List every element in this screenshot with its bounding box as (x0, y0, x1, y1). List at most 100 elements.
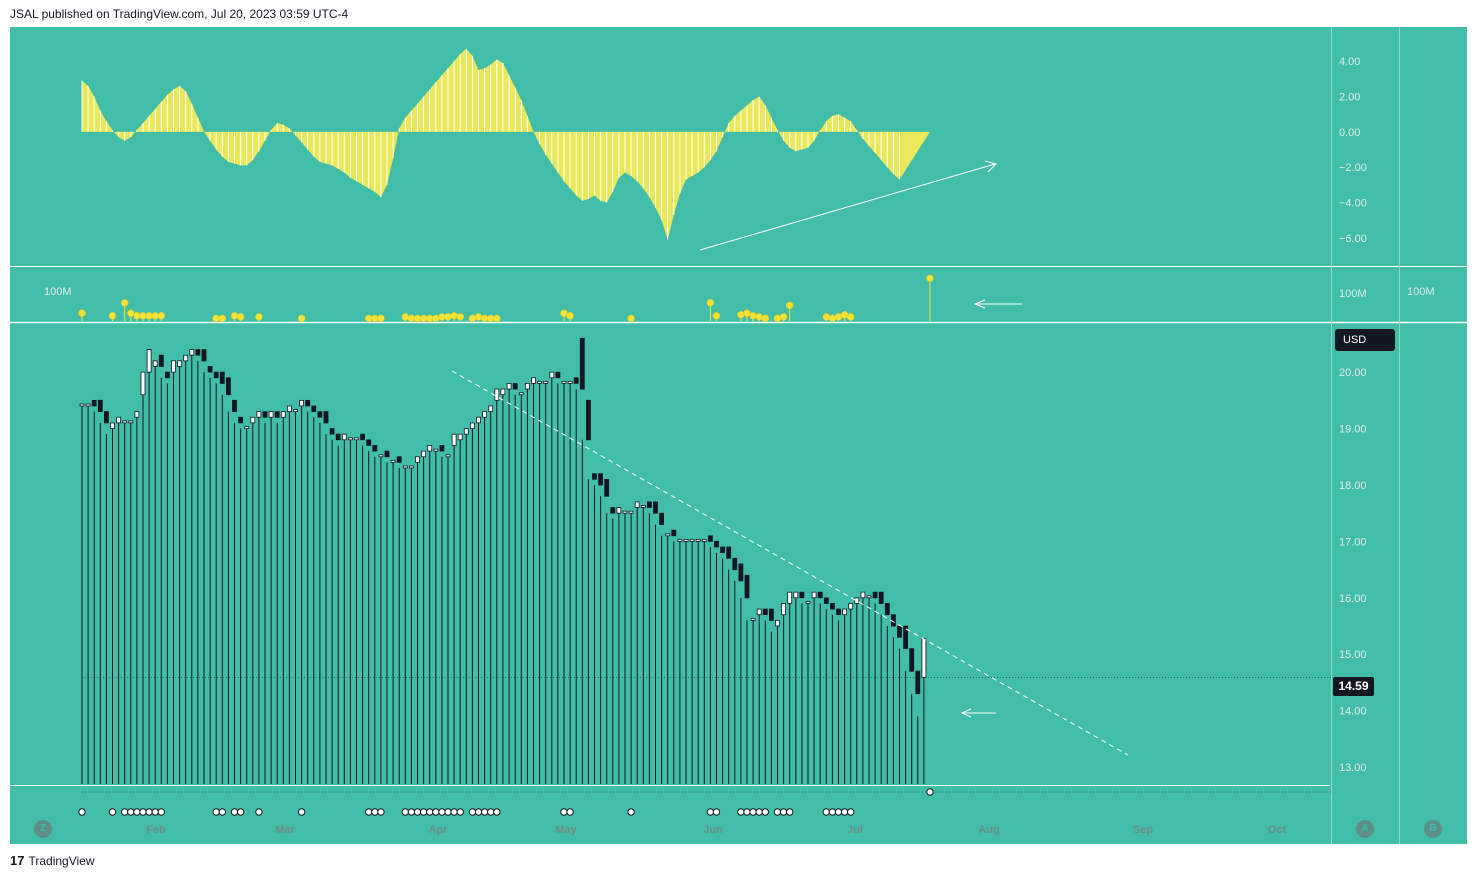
event-dot (133, 808, 141, 816)
footer-brand: TradingView (28, 853, 95, 868)
currency-badge[interactable]: USD (1335, 329, 1395, 351)
price-candle (427, 445, 433, 452)
price-candle (586, 399, 591, 441)
price-candle (762, 608, 768, 616)
price-candle (207, 366, 213, 373)
price-candle (561, 380, 567, 384)
volume-marker (377, 314, 385, 323)
event-dot (749, 808, 757, 816)
price-candle (476, 416, 481, 424)
event-dot (737, 808, 745, 816)
volume-marker (822, 313, 831, 321)
event-dot (779, 808, 788, 816)
price-candle (525, 383, 530, 390)
oscillator-y-tick: −4.00 (1339, 198, 1367, 210)
price-candle (213, 371, 219, 379)
event-dot (468, 808, 477, 816)
price-candle (512, 383, 518, 390)
price-candle (164, 371, 170, 379)
footer[interactable]: 17 TradingView (10, 853, 95, 868)
price-candle (341, 433, 347, 441)
price-candle (854, 597, 860, 604)
corner-button-left[interactable]: Z (34, 820, 52, 838)
price-candle (714, 540, 719, 548)
price-candle (573, 377, 579, 384)
price-candle (183, 354, 189, 362)
oscillator-y-tick: 2.00 (1339, 91, 1360, 103)
price-candle (750, 618, 756, 621)
price-candle (848, 603, 854, 610)
event-dot (712, 808, 721, 816)
price-candle (457, 433, 463, 441)
event-dot (151, 808, 159, 816)
corner-button-a[interactable]: A (1356, 820, 1374, 838)
price-candle (408, 465, 414, 469)
volume-panel (78, 274, 1022, 323)
price-panel (79, 337, 1331, 784)
price-candle (640, 505, 646, 508)
price-candle (775, 619, 780, 627)
price-candle (695, 539, 701, 542)
price-candle (897, 625, 902, 638)
price-candle (421, 450, 427, 458)
price-candle (286, 405, 292, 412)
event-dot (450, 808, 458, 816)
volume-marker (108, 312, 117, 320)
last-price-badge: 14.59 (1333, 677, 1374, 696)
event-dot (822, 808, 830, 816)
price-candle (915, 670, 921, 695)
price-candle (311, 405, 317, 412)
oscillator-y-tick: −6.00 (1339, 233, 1367, 245)
event-dot (785, 808, 794, 816)
corner-button-b[interactable]: B (1424, 820, 1442, 838)
price-candle (903, 625, 908, 650)
price-candle (647, 501, 652, 508)
price-candle (592, 473, 597, 480)
volume-marker (450, 312, 458, 320)
price-candle (659, 512, 664, 525)
price-candle (158, 354, 164, 367)
price-y-tick: 14.00 (1339, 706, 1367, 718)
event-dot (840, 808, 849, 816)
price-candle (463, 428, 469, 435)
price-candle (811, 591, 817, 599)
x-month-tick: Jun (703, 824, 723, 836)
price-candle (860, 591, 866, 599)
volume-label-far-right: 100M (1407, 286, 1435, 298)
chart-canvas[interactable]: 4.00 2.00 0.00 −2.00 −4.00 −6.00 20.00 19.00 18.… (10, 27, 1467, 844)
x-month-tick: Sep (1133, 824, 1153, 836)
price-candle (396, 456, 402, 463)
price-candle (140, 371, 146, 396)
volume-marker (456, 313, 464, 321)
event-dot (236, 808, 245, 816)
event-dot (371, 808, 379, 816)
price-candle (79, 403, 85, 407)
volume-marker (444, 313, 452, 321)
event-dot (407, 808, 416, 816)
price-candle (268, 411, 274, 418)
event-dot (426, 808, 434, 816)
event-dot (480, 808, 489, 816)
event-dot (157, 808, 166, 816)
volume-marker (846, 313, 855, 321)
volume-marker (493, 314, 501, 323)
volume-marker (737, 311, 745, 319)
price-candle (494, 388, 500, 401)
event-dot (78, 808, 86, 816)
price-candle (884, 603, 890, 616)
price-y-tick: 19.00 (1339, 424, 1367, 436)
event-dot (121, 808, 129, 816)
event-dot (401, 808, 410, 816)
event-dot (365, 808, 373, 816)
volume-marker (432, 314, 440, 323)
price-y-tick: 20.00 (1339, 367, 1367, 379)
price-candle (293, 409, 298, 413)
price-candle (836, 608, 841, 616)
event-dot (493, 808, 501, 816)
price-candle (104, 411, 109, 424)
price-candle (866, 595, 872, 599)
event-dot (438, 808, 446, 816)
event-dot (706, 808, 715, 816)
volume-marker (755, 313, 763, 321)
chart-frame[interactable]: 4.00 2.00 0.00 −2.00 −4.00 −6.00 20.00 19.00 18.… (10, 27, 1467, 844)
